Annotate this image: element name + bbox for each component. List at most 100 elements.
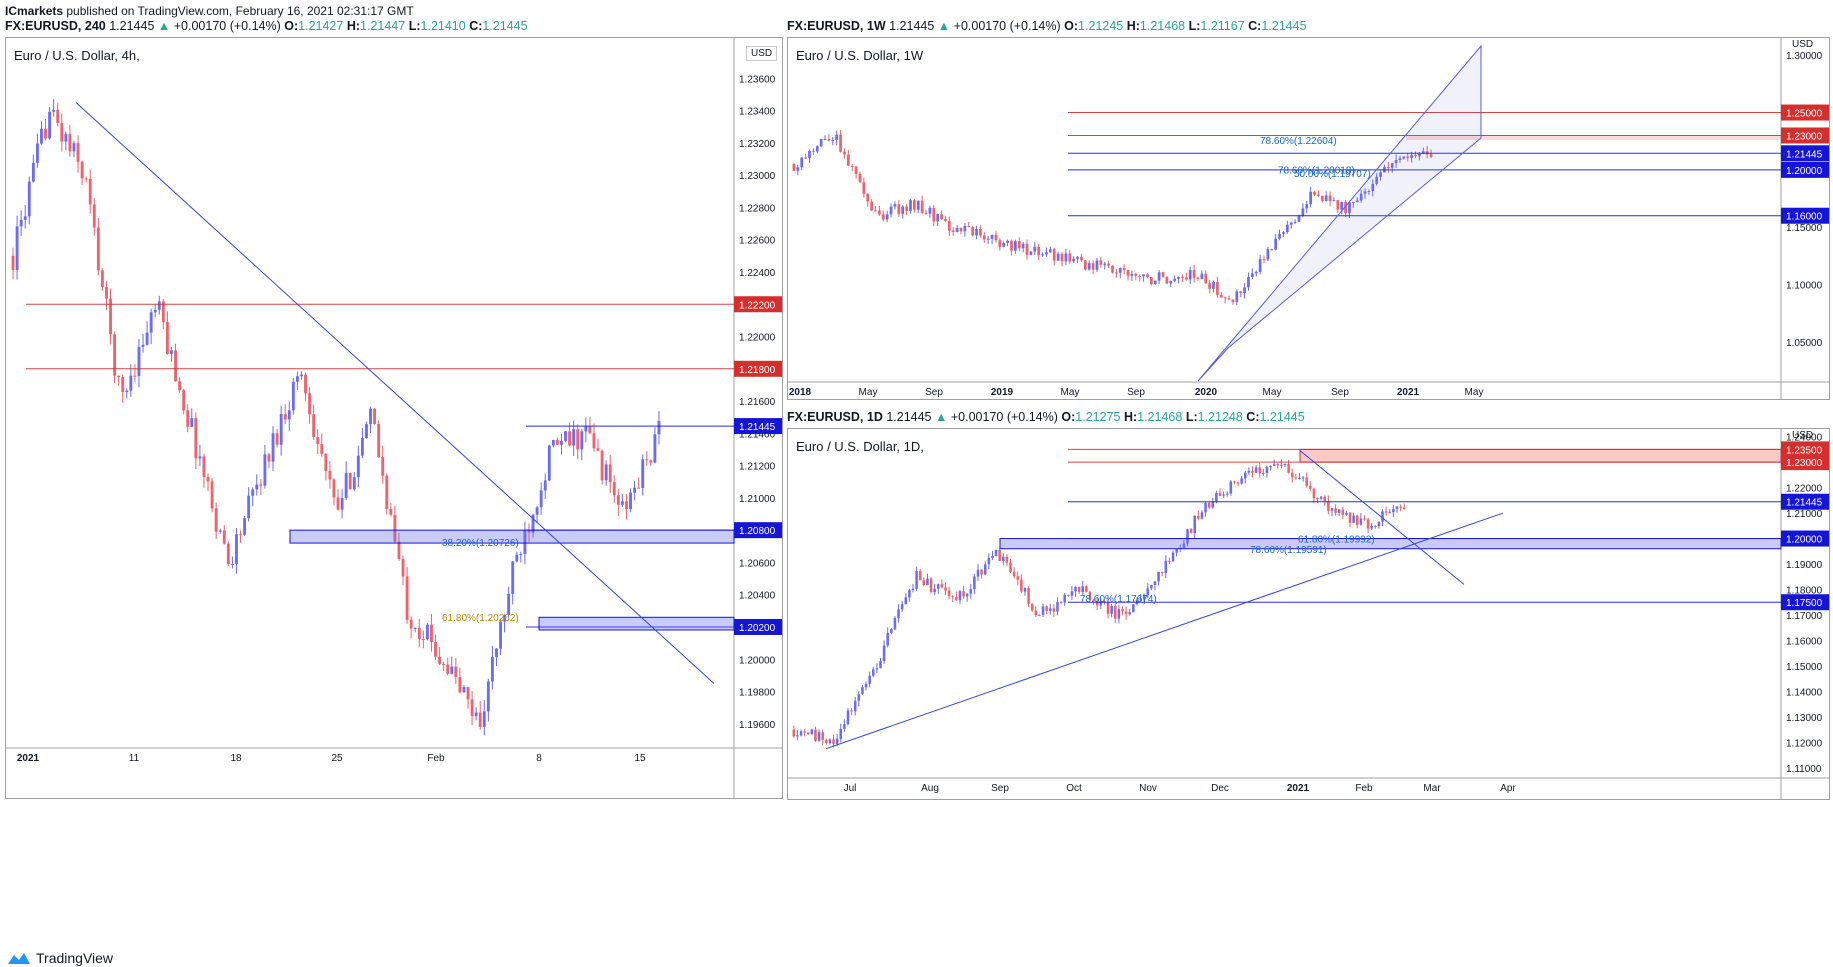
candle-body xyxy=(1103,263,1107,265)
candle-body xyxy=(1016,576,1019,580)
x-tick-label: Mar xyxy=(1423,783,1441,794)
ohlc-low: 1.21248 xyxy=(1197,410,1243,424)
candle-body xyxy=(812,150,815,152)
candle-body xyxy=(861,687,864,695)
candle-body xyxy=(539,490,543,508)
candle-body xyxy=(230,563,234,565)
candle-body xyxy=(1381,511,1384,522)
candle-body xyxy=(1402,156,1406,159)
candle-body xyxy=(1425,151,1429,155)
price-label: 1.23500 xyxy=(1786,445,1823,456)
candle-body xyxy=(332,479,336,498)
candle-body xyxy=(878,210,881,215)
price-change: +0.00170 (+0.14%) xyxy=(173,19,281,33)
chart-title: Euro / U.S. Dollar, 1D, xyxy=(796,439,924,454)
author-name[interactable]: ICmarkets xyxy=(5,4,64,18)
y-tick-label: 1.21200 xyxy=(739,462,776,473)
candle-body xyxy=(911,588,915,591)
candle-body xyxy=(1200,512,1204,519)
candle-body xyxy=(133,375,137,377)
candle-body xyxy=(1107,263,1110,266)
symbol-header-1w: FX:EURUSD, 1W 1.21445 ▲ +0.00170 (+0.14%… xyxy=(787,19,1307,33)
candle-body xyxy=(198,456,202,459)
chart-canvas-4h[interactable]: 1.23600 1.23400 1.23200 1.23000 1.22800 1.226… xyxy=(6,38,782,798)
tradingview-footer[interactable]: TradingView xyxy=(8,950,113,966)
candle-body xyxy=(1157,571,1160,582)
candle-body xyxy=(1334,508,1337,513)
candle-body xyxy=(1208,283,1211,289)
resistance-zone xyxy=(1299,448,1782,463)
candle-body xyxy=(885,214,889,220)
candle-body xyxy=(1254,271,1258,274)
candle-body xyxy=(527,530,531,533)
candle-body xyxy=(814,729,817,741)
symbol-header-1d: FX:EURUSD, 1D 1.21445 ▲ +0.00170 (+0.14%… xyxy=(787,410,1305,424)
candle-body xyxy=(401,558,405,577)
candle-body xyxy=(1025,243,1029,255)
candle-body xyxy=(145,332,149,345)
candle-body xyxy=(531,514,535,533)
chart-panel-1w[interactable]: 1.30000 1.25000 1.20000 1.15000 1.10000 1.050… xyxy=(787,37,1830,400)
x-tick-label: Sep xyxy=(991,783,1009,794)
candle-body xyxy=(1177,276,1180,279)
candle-body xyxy=(1175,548,1178,553)
candle-body xyxy=(1418,153,1421,157)
candle-body xyxy=(1266,249,1270,260)
candle-body xyxy=(955,596,958,600)
x-tick-label: 15 xyxy=(634,753,646,764)
candle-body xyxy=(385,475,389,509)
candle-body xyxy=(27,181,31,217)
candle-body xyxy=(900,604,904,610)
y-tick-label: 1.19000 xyxy=(1786,560,1823,571)
candle-body xyxy=(904,597,908,605)
candle-body xyxy=(1126,270,1130,276)
candle-body xyxy=(835,738,839,744)
candle-body xyxy=(352,477,356,490)
candle-body xyxy=(846,710,850,725)
candle-body xyxy=(295,376,299,382)
currency-badge[interactable]: USD xyxy=(1792,430,1814,441)
candle-body xyxy=(19,219,23,227)
candle-body xyxy=(1370,525,1373,529)
candle-body xyxy=(1095,600,1099,606)
candle-body xyxy=(547,445,551,481)
candle-body xyxy=(1115,272,1118,274)
candle-body xyxy=(40,128,43,144)
candle-body xyxy=(1188,270,1192,280)
price-label: 1.22200 xyxy=(739,300,776,311)
currency-badge[interactable]: USD xyxy=(1792,39,1814,50)
candle-body xyxy=(56,109,60,124)
chart-canvas-1w[interactable]: 1.30000 1.25000 1.20000 1.15000 1.10000 1.050… xyxy=(788,38,1829,399)
candle-body xyxy=(625,501,628,510)
candle-body xyxy=(1262,259,1266,261)
candle-body xyxy=(161,301,165,323)
published-text: published on TradingView.com, February 1… xyxy=(66,4,414,18)
candle-body xyxy=(645,459,649,461)
price-label: 1.21445 xyxy=(1786,498,1823,509)
candle-body xyxy=(1348,512,1352,523)
candle-body xyxy=(564,431,567,441)
chart-panel-1d[interactable]: 1.24000 1.23000 1.22000 1.21000 1.20000 1.190… xyxy=(787,428,1830,800)
candle-body xyxy=(918,571,922,581)
chart-canvas-1d[interactable]: 1.24000 1.23000 1.22000 1.21000 1.20000 1.190… xyxy=(788,429,1829,799)
currency-badge[interactable]: USD xyxy=(746,46,778,61)
last-price: 1.21445 xyxy=(109,19,155,33)
chart-panel-4h[interactable]: 1.23600 1.23400 1.23200 1.23000 1.22800 1.226… xyxy=(5,37,783,799)
ohlc-close: 1.21445 xyxy=(1261,19,1307,33)
tradingview-logo-icon xyxy=(8,953,30,964)
candle-body xyxy=(657,421,661,435)
candle-body xyxy=(994,234,998,241)
price-label-bg xyxy=(1781,454,1829,471)
candle-body xyxy=(1414,154,1417,157)
y-tick-label: 1.13000 xyxy=(1786,713,1823,724)
symbol-name: FX:EURUSD, 240 xyxy=(5,19,106,33)
candle-body xyxy=(1323,496,1326,502)
candle-body xyxy=(178,381,182,391)
x-tick-label: 2021 xyxy=(1397,387,1420,398)
candle-body xyxy=(1352,515,1355,523)
candle-body xyxy=(105,287,108,299)
fib-label: 61.80%(1.20262) xyxy=(442,613,519,624)
candle-body xyxy=(1204,273,1208,284)
candle-body xyxy=(1394,159,1398,164)
candle-body xyxy=(1106,602,1110,614)
